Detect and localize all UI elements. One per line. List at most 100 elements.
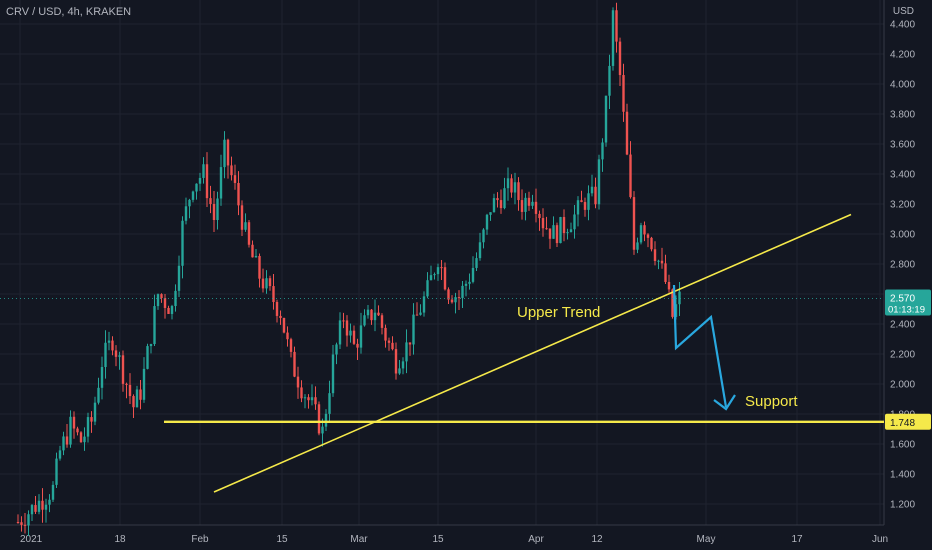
- candle-body: [657, 260, 660, 262]
- candle-body: [198, 177, 202, 184]
- candle-body: [181, 220, 184, 266]
- candle-body: [160, 294, 163, 299]
- candle-body: [580, 200, 583, 203]
- candle-body: [335, 344, 338, 355]
- candle-body: [167, 307, 170, 314]
- candle-body: [349, 330, 352, 336]
- candle-body: [492, 198, 496, 213]
- candle-body: [583, 202, 587, 210]
- candle-body: [86, 417, 90, 437]
- candle-body: [499, 200, 503, 209]
- candle-body: [321, 426, 324, 434]
- currency-label: USD: [892, 6, 914, 17]
- candle-body: [275, 301, 279, 316]
- candle-body: [384, 327, 387, 341]
- candle-body: [370, 309, 373, 321]
- candle-body: [422, 296, 426, 313]
- candle-body: [527, 197, 531, 206]
- candle-body: [622, 75, 625, 112]
- candle-body: [373, 312, 377, 321]
- candle-body: [114, 350, 118, 357]
- support-price-badge: [885, 413, 931, 430]
- y-tick-label: 2.000: [890, 380, 915, 391]
- candle-body: [608, 65, 611, 96]
- y-tick-label: 3.400: [890, 170, 915, 181]
- candle-body: [184, 206, 188, 221]
- candle-body: [496, 198, 499, 201]
- candle-body: [163, 298, 167, 308]
- candle-body: [20, 522, 23, 525]
- candle-body: [646, 234, 650, 238]
- x-tick-label: Apr: [528, 534, 544, 545]
- candle-body: [30, 505, 34, 515]
- candle-body: [289, 339, 293, 352]
- candle-body: [629, 154, 632, 198]
- candle-body: [352, 330, 356, 344]
- upper-trend-line: [213, 213, 852, 493]
- candle-body: [170, 306, 174, 314]
- candle-body: [195, 183, 198, 192]
- candle-body: [139, 389, 142, 400]
- candle-body: [265, 278, 268, 289]
- candle-body: [307, 397, 310, 401]
- candle-body: [156, 294, 160, 307]
- candle-body: [429, 275, 433, 281]
- candle-body: [79, 432, 83, 443]
- candle-body: [37, 500, 41, 512]
- y-tick-label: 3.200: [890, 200, 915, 211]
- candle-body: [471, 267, 475, 282]
- candle-body: [664, 263, 667, 282]
- candle-body: [310, 397, 314, 401]
- candle-body: [97, 387, 100, 403]
- candle-body: [261, 278, 265, 289]
- candle-body: [412, 314, 415, 345]
- candle-body: [643, 225, 646, 235]
- candle-body: [191, 191, 195, 200]
- candle-body: [559, 217, 562, 244]
- y-tick-label: 2.400: [890, 320, 915, 331]
- support-price-value: 1.748: [890, 418, 915, 429]
- candle-body: [111, 340, 114, 351]
- candle-body: [587, 193, 590, 210]
- candle-body: [48, 499, 51, 505]
- x-tick-label: 2021: [20, 534, 43, 545]
- candle-body: [188, 199, 191, 207]
- candle-body: [16, 522, 20, 523]
- candle-body: [485, 214, 489, 230]
- candle-body: [405, 342, 408, 362]
- candle-body: [34, 505, 37, 512]
- upper-trend-label: Upper Trend: [517, 304, 600, 321]
- candle-body: [219, 167, 223, 199]
- x-tick-label: 12: [591, 534, 603, 545]
- candle-body: [636, 242, 639, 250]
- candle-body: [282, 317, 286, 333]
- candle-body: [69, 416, 72, 445]
- y-tick-label: 4.000: [890, 80, 915, 91]
- candle-body: [573, 214, 576, 230]
- candle-body: [314, 397, 317, 405]
- candle-body: [132, 396, 135, 408]
- candle-body: [415, 314, 419, 316]
- candle-body: [506, 178, 510, 189]
- candle-body: [90, 417, 93, 422]
- candle-body: [254, 255, 258, 258]
- candle-body: [377, 312, 380, 316]
- y-tick-label: 3.800: [890, 110, 915, 121]
- candle-body: [230, 165, 233, 176]
- candle-body: [618, 41, 622, 76]
- candle-body: [674, 304, 678, 317]
- candle-body: [244, 222, 247, 230]
- x-tick-label: 17: [791, 534, 803, 545]
- x-tick-label: Jun: [872, 534, 888, 545]
- candle-body: [436, 267, 440, 275]
- candle-body: [569, 229, 573, 233]
- candle-body: [338, 320, 342, 345]
- candle-body: [177, 265, 181, 291]
- candle-body: [286, 332, 289, 340]
- x-tick-label: 15: [276, 534, 288, 545]
- candle-body: [545, 228, 548, 230]
- candle-body: [566, 232, 569, 234]
- candle-body: [552, 225, 555, 239]
- y-tick-label: 2.800: [890, 260, 915, 271]
